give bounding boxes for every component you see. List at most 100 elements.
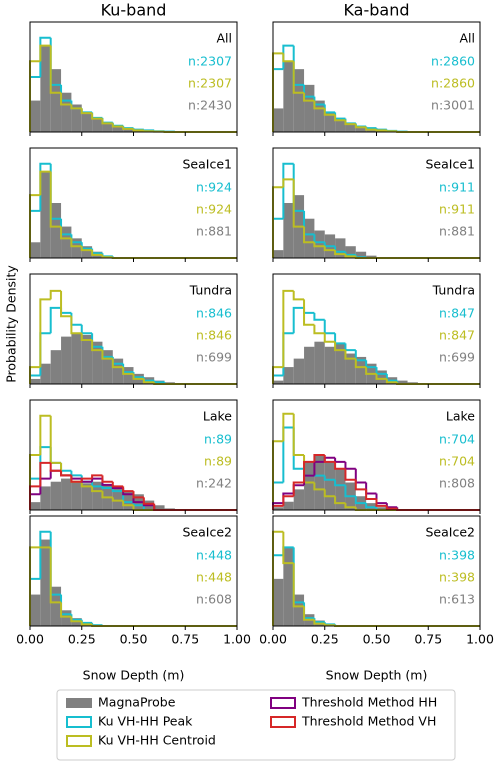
histogram-step bbox=[385, 378, 398, 384]
histogram-step bbox=[39, 414, 51, 455]
histogram-step bbox=[39, 44, 51, 62]
histogram-bar bbox=[81, 112, 93, 132]
count-label: n:398 bbox=[439, 570, 475, 585]
histogram-step bbox=[344, 254, 356, 258]
histogram-bar bbox=[376, 370, 387, 384]
histogram-step bbox=[385, 505, 398, 510]
histogram-bar bbox=[61, 226, 72, 258]
histogram-step bbox=[365, 127, 377, 131]
x-tick-label: 0.25 bbox=[311, 632, 339, 647]
panel-label: SeaIce1 bbox=[183, 157, 233, 172]
histogram-step bbox=[282, 426, 294, 483]
histogram-step bbox=[344, 118, 356, 125]
histogram-step bbox=[375, 129, 387, 132]
histogram-step bbox=[282, 53, 294, 63]
histogram-step bbox=[111, 488, 124, 493]
histogram-step bbox=[282, 289, 294, 368]
histogram-step bbox=[122, 500, 134, 507]
histogram-bar bbox=[123, 128, 134, 132]
histogram-step bbox=[292, 547, 305, 604]
histogram-bar bbox=[71, 104, 82, 132]
histogram-step bbox=[60, 307, 72, 314]
histogram-bar bbox=[273, 507, 284, 510]
histogram-step bbox=[122, 486, 134, 493]
histogram-step bbox=[49, 306, 62, 334]
histogram-bar bbox=[335, 343, 346, 384]
histogram-step bbox=[80, 333, 93, 341]
histogram-step bbox=[303, 226, 315, 244]
histogram-bar bbox=[71, 481, 82, 510]
histogram-bar bbox=[314, 455, 325, 510]
count-label: n:448 bbox=[196, 548, 232, 563]
histogram-step bbox=[49, 45, 62, 94]
histogram-step bbox=[354, 468, 367, 484]
histogram-step bbox=[70, 614, 82, 621]
histogram-bar bbox=[324, 346, 336, 384]
histogram-bar bbox=[293, 358, 305, 384]
histogram-step bbox=[91, 477, 103, 482]
histogram-step bbox=[91, 250, 103, 256]
histogram-step bbox=[101, 254, 113, 259]
histogram-step bbox=[354, 496, 367, 505]
histogram-step bbox=[49, 462, 62, 472]
histogram-bar bbox=[50, 481, 62, 510]
histogram-step bbox=[385, 130, 398, 133]
count-label: n:846 bbox=[196, 328, 232, 343]
histogram-step bbox=[70, 475, 82, 483]
histogram-step bbox=[70, 616, 82, 623]
histogram-step bbox=[80, 242, 93, 250]
histogram-step bbox=[323, 623, 336, 627]
histogram-step bbox=[334, 112, 346, 120]
count-label: n:846 bbox=[196, 306, 232, 321]
histogram-bar bbox=[30, 502, 41, 510]
histogram-bar bbox=[335, 117, 346, 132]
count-label: n:2860 bbox=[431, 76, 475, 91]
histogram-bar bbox=[273, 578, 284, 626]
panel-label: Tundra bbox=[432, 283, 475, 298]
histogram-bar bbox=[293, 69, 305, 132]
histogram-step bbox=[385, 503, 398, 509]
histogram-step bbox=[313, 618, 325, 624]
histogram-step bbox=[365, 126, 377, 130]
histogram-step bbox=[313, 312, 325, 321]
histogram-step bbox=[375, 128, 387, 131]
x-tick-label: 0.50 bbox=[120, 632, 148, 647]
count-label: n:3001 bbox=[431, 98, 475, 113]
histogram-step bbox=[80, 481, 93, 488]
histogram-step bbox=[49, 289, 62, 300]
count-label: n:847 bbox=[439, 328, 475, 343]
histogram-step bbox=[132, 373, 144, 380]
count-label: n:699 bbox=[196, 350, 232, 365]
histogram-bar bbox=[123, 367, 134, 384]
histogram-step bbox=[80, 246, 93, 252]
x-tick-label: 0.25 bbox=[68, 632, 96, 647]
histogram-bar bbox=[324, 112, 336, 132]
legend-label: Threshold Method VH bbox=[301, 714, 436, 729]
histogram-step bbox=[91, 474, 103, 479]
histogram-bar bbox=[71, 238, 82, 258]
histogram-step bbox=[313, 324, 325, 335]
count-label: n:924 bbox=[196, 202, 232, 217]
histogram-step bbox=[303, 606, 315, 621]
panel-label: SeaIce1 bbox=[426, 157, 476, 172]
x-tick-label: 1.00 bbox=[466, 632, 494, 647]
histogram-step bbox=[101, 350, 113, 360]
histogram-bar bbox=[30, 378, 41, 384]
histogram-bar bbox=[273, 380, 284, 384]
histogram-bar bbox=[304, 461, 315, 510]
histogram-step bbox=[60, 462, 72, 477]
legend-label: Ku VH-HH Peak bbox=[98, 714, 193, 729]
histogram-bar bbox=[112, 358, 124, 384]
count-label: n:398 bbox=[439, 548, 475, 563]
histogram-bar bbox=[112, 488, 124, 510]
histogram-bar bbox=[102, 350, 113, 384]
histogram-step bbox=[80, 619, 93, 624]
count-label: n:704 bbox=[439, 454, 475, 469]
x-tick-label: 0.75 bbox=[171, 632, 199, 647]
histogram-bar bbox=[123, 491, 134, 510]
histogram-step bbox=[292, 179, 305, 228]
histogram-step bbox=[334, 496, 346, 505]
count-label: n:89 bbox=[204, 454, 232, 469]
histogram-step bbox=[303, 460, 315, 483]
x-tick-label: 0.75 bbox=[414, 632, 442, 647]
